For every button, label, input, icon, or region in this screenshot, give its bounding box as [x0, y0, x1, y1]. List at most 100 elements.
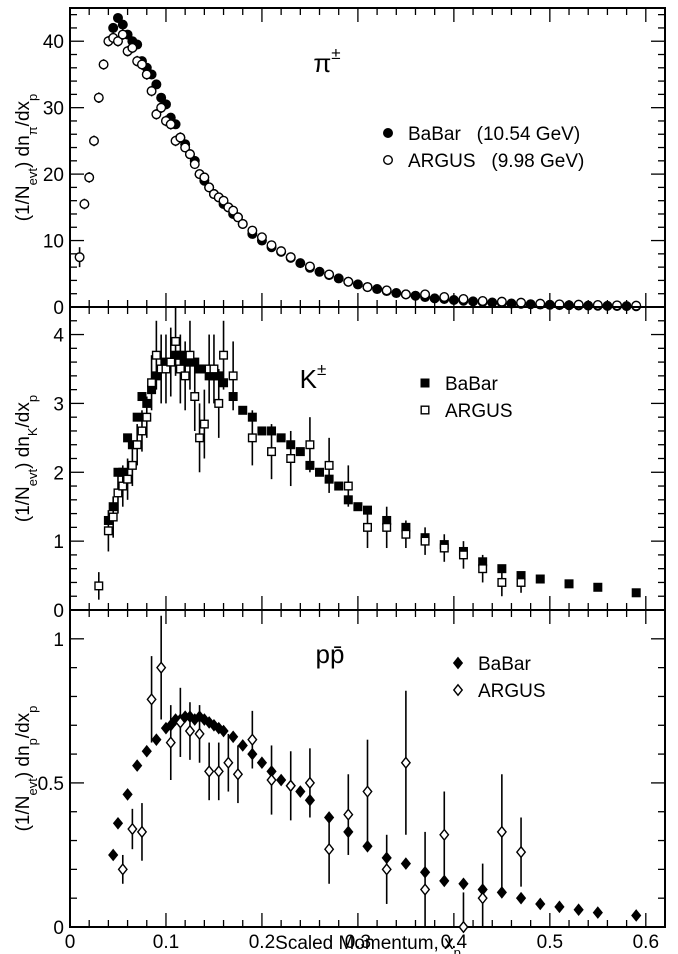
data-point — [247, 433, 257, 443]
data-point — [496, 825, 507, 839]
data-point — [204, 716, 215, 729]
legend-marker — [420, 378, 430, 388]
x-tick-label: 0.4 — [441, 932, 468, 953]
legend-marker — [452, 683, 464, 697]
data-point — [535, 897, 546, 911]
data-point — [247, 733, 258, 746]
y-tick-label: 4 — [53, 326, 64, 347]
data-point — [458, 550, 468, 560]
data-point — [195, 433, 205, 443]
data-point — [592, 300, 603, 311]
data-point — [117, 19, 128, 30]
data-point — [285, 252, 296, 263]
data-point — [304, 776, 316, 790]
data-point — [74, 252, 85, 263]
data-point — [79, 199, 90, 210]
data-point — [592, 906, 603, 919]
x-tick-label: 0.2 — [249, 932, 275, 953]
legend-marker — [420, 405, 430, 415]
data-point — [132, 412, 142, 422]
y-tick-label: 0 — [53, 298, 64, 319]
data-point — [295, 785, 306, 798]
data-point — [295, 447, 305, 457]
data-point — [400, 857, 411, 870]
data-point — [98, 59, 109, 70]
y-tick-label: 1 — [53, 630, 64, 651]
panel-label: pp̄ — [316, 639, 345, 669]
data-point — [185, 350, 195, 360]
data-point — [117, 863, 128, 876]
legend-marker — [452, 656, 464, 670]
data-point — [165, 736, 176, 749]
data-point — [305, 440, 315, 450]
data-point — [458, 877, 469, 891]
data-point — [516, 297, 527, 308]
data-point — [363, 522, 373, 532]
series-argus — [117, 615, 527, 934]
x-tick-label: 0.5 — [537, 932, 563, 953]
series-babar — [108, 710, 642, 922]
data-point — [117, 29, 128, 40]
data-point — [108, 848, 119, 862]
data-point — [175, 716, 186, 729]
series-argus — [74, 29, 642, 311]
data-point — [497, 577, 507, 587]
data-point — [204, 182, 215, 193]
y-axis-title: (1/Nevt) dnK/dxp — [13, 395, 40, 522]
data-point — [256, 756, 268, 770]
data-point — [108, 22, 119, 33]
x-tick-label: 0.1 — [153, 932, 179, 953]
data-point — [180, 371, 190, 381]
data-point — [468, 296, 479, 307]
data-point — [304, 261, 315, 272]
y-tick-label: 0 — [53, 601, 64, 622]
data-point — [276, 433, 286, 443]
data-point — [324, 460, 334, 470]
data-point — [204, 765, 215, 778]
data-point — [593, 582, 603, 592]
data-point — [439, 292, 450, 303]
data-point — [343, 808, 354, 821]
data-point — [108, 512, 118, 522]
data-point — [141, 744, 152, 758]
data-point — [631, 909, 642, 922]
data-point — [161, 364, 171, 374]
x-tick-label: 0.6 — [633, 932, 659, 953]
data-point — [257, 426, 267, 436]
data-point — [266, 773, 277, 787]
data-point — [166, 357, 176, 367]
data-point — [362, 839, 373, 853]
legend-label: ARGUS — [445, 401, 513, 422]
data-point — [343, 276, 354, 287]
data-point — [136, 59, 147, 70]
data-point — [362, 282, 373, 293]
data-point — [256, 232, 267, 243]
data-point — [267, 447, 277, 457]
data-point — [238, 405, 248, 415]
data-point — [420, 289, 431, 300]
data-point — [137, 392, 147, 402]
data-point — [199, 419, 209, 429]
data-point — [94, 581, 104, 591]
y-tick-label: 0.5 — [38, 774, 64, 795]
data-point — [113, 488, 123, 498]
x-tick-label: 0 — [65, 932, 76, 953]
data-point — [353, 502, 363, 512]
data-point — [285, 779, 296, 793]
data-point — [573, 903, 584, 917]
data-point — [477, 296, 488, 307]
data-point — [333, 273, 344, 284]
data-point — [334, 481, 344, 491]
data-point — [295, 258, 306, 269]
data-point — [237, 739, 248, 752]
data-point — [218, 195, 229, 206]
data-point — [118, 481, 128, 491]
data-point — [410, 290, 421, 301]
data-point — [420, 536, 430, 546]
legend-marker — [383, 127, 394, 138]
data-point — [372, 284, 383, 295]
data-point — [151, 350, 161, 360]
data-point — [184, 724, 196, 738]
data-point — [458, 294, 469, 305]
